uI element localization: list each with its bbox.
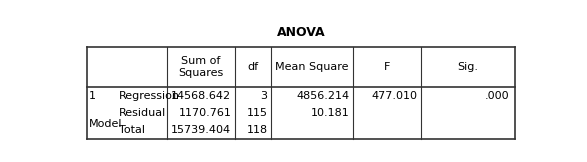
- Text: Total: Total: [119, 125, 145, 135]
- Text: Regression: Regression: [119, 91, 180, 101]
- Text: 1170.761: 1170.761: [178, 108, 231, 118]
- Text: Residual: Residual: [119, 108, 166, 118]
- Text: Mean Square: Mean Square: [275, 62, 349, 72]
- Text: Model: Model: [89, 119, 123, 129]
- Text: 118: 118: [247, 125, 268, 135]
- Text: Sum of
Squares: Sum of Squares: [178, 56, 224, 78]
- Text: ANOVA: ANOVA: [276, 26, 325, 39]
- Text: 1: 1: [89, 91, 96, 101]
- Text: 3: 3: [261, 91, 268, 101]
- Text: .000: .000: [484, 91, 509, 101]
- Text: 15739.404: 15739.404: [171, 125, 231, 135]
- Text: 10.181: 10.181: [311, 108, 349, 118]
- Text: Sig.: Sig.: [457, 62, 478, 72]
- Text: F: F: [384, 62, 390, 72]
- Text: 4856.214: 4856.214: [296, 91, 349, 101]
- Text: 477.010: 477.010: [372, 91, 418, 101]
- Text: 115: 115: [247, 108, 268, 118]
- Text: 14568.642: 14568.642: [171, 91, 231, 101]
- Text: df: df: [248, 62, 259, 72]
